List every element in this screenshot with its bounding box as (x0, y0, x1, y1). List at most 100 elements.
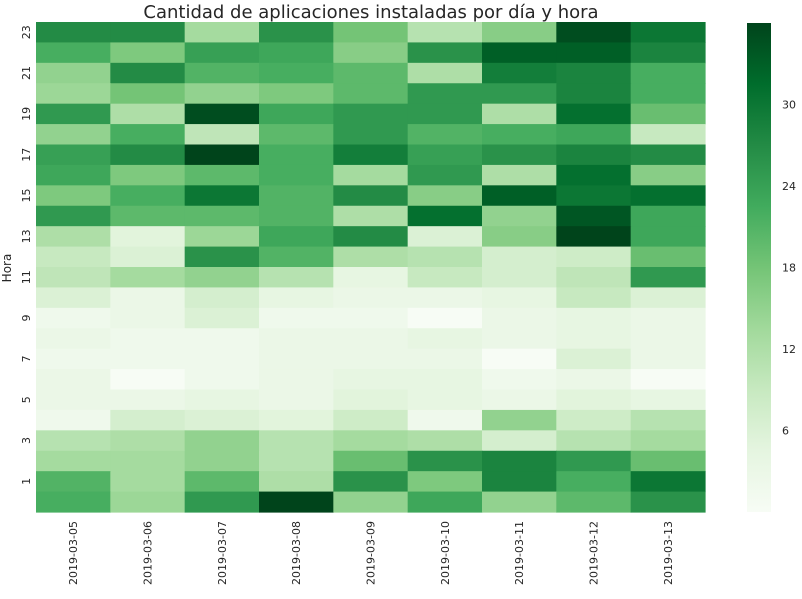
heatmap-cell (482, 164, 557, 186)
heatmap-cell (110, 185, 186, 207)
heatmap-cell (333, 348, 409, 370)
heatmap-cell (184, 144, 260, 166)
heatmap-cell (630, 124, 706, 146)
y-tick-label: 11 (20, 270, 33, 284)
heatmap-cell (630, 389, 706, 411)
heatmap-cell (407, 164, 483, 186)
heatmap-cell (482, 491, 557, 513)
heatmap-cell (333, 307, 409, 329)
heatmap-cell (556, 491, 632, 513)
heatmap-cell (482, 144, 557, 166)
heatmap-cell (630, 226, 706, 248)
heatmap-cell (630, 62, 706, 84)
heatmap-cell (36, 450, 111, 472)
chart-title: Cantidad de aplicaciones instaladas por … (143, 2, 598, 23)
heatmap-cell (556, 307, 632, 329)
x-axis-ticks: 2019-03-05 2019-03-06 2019-03-07 2019-03-08… (67, 521, 675, 585)
heatmap-cell (110, 328, 186, 350)
heatmap-cell (630, 267, 706, 289)
heatmap-cell (630, 22, 706, 44)
heatmap-cell (259, 185, 334, 207)
heatmap-cell (556, 22, 632, 44)
heatmap-cell (333, 389, 409, 411)
heatmap-cell (556, 471, 632, 493)
heatmap-cell (184, 226, 260, 248)
heatmap-cell (184, 164, 260, 186)
heatmap-cell (407, 471, 483, 493)
heatmap-cell (630, 144, 706, 166)
heatmap-cell (110, 124, 186, 146)
heatmap-cell (556, 42, 632, 64)
heatmap-cell (110, 267, 186, 289)
heatmap-cell (259, 22, 334, 44)
heatmap-cell (36, 124, 111, 146)
heatmap-cell (36, 348, 111, 370)
heatmap-cell (630, 103, 706, 125)
heatmap-cell (110, 471, 186, 493)
heatmap-cell (333, 22, 409, 44)
heatmap-cell (36, 103, 111, 125)
colorbar (747, 23, 771, 512)
heatmap-cell (482, 42, 557, 64)
heatmap-cell (556, 83, 632, 105)
heatmap-cell (630, 246, 706, 268)
heatmap-cell (482, 409, 557, 431)
heatmap-cell (36, 42, 111, 64)
heatmap-cell (482, 389, 557, 411)
heatmap-cell (184, 103, 260, 125)
heatmap-cell (184, 287, 260, 309)
heatmap-cell (110, 226, 186, 248)
heatmap-cell (36, 409, 111, 431)
heatmap-cell (407, 205, 483, 227)
heatmap-cell (110, 348, 186, 370)
heatmap-cell (36, 491, 111, 513)
heatmap-cell (407, 348, 483, 370)
heatmap-cell (259, 226, 334, 248)
heatmap-cell (36, 471, 111, 493)
heatmap-cell (482, 83, 557, 105)
heatmap-cell (556, 409, 632, 431)
heatmap-cell (333, 287, 409, 309)
y-tick-label: 7 (20, 355, 33, 362)
heatmap-cell (407, 83, 483, 105)
heatmap-cell (333, 450, 409, 472)
heatmap-cell (110, 430, 186, 452)
heatmap-cell (556, 185, 632, 207)
heatmap-cell (36, 83, 111, 105)
heatmap-cell (556, 205, 632, 227)
heatmap-cell (407, 328, 483, 350)
heatmap-cell (556, 430, 632, 452)
heatmap-cell (407, 246, 483, 268)
heatmap-cell (482, 267, 557, 289)
heatmap-cell (259, 144, 334, 166)
heatmap-cell (333, 124, 409, 146)
y-tick-label: 5 (20, 396, 33, 403)
heatmap-cell (407, 144, 483, 166)
heatmap-cell (630, 450, 706, 472)
x-tick-label: 2019-03-06 (142, 521, 155, 585)
heatmap-cell (36, 164, 111, 186)
heatmap-cell (259, 62, 334, 84)
heatmap-cell (407, 450, 483, 472)
y-tick-label: 9 (20, 315, 33, 322)
heatmap-cell (333, 409, 409, 431)
heatmap-cell (184, 22, 260, 44)
heatmap-cell (259, 409, 334, 431)
heatmap-cell (259, 83, 334, 105)
heatmap-cell (184, 389, 260, 411)
heatmap-cell (333, 267, 409, 289)
heatmap-cell (259, 471, 334, 493)
heatmap-cell (110, 83, 186, 105)
heatmap-cell (259, 246, 334, 268)
y-tick-label: 15 (20, 189, 33, 203)
heatmap-cell (333, 226, 409, 248)
heatmap-cell (482, 62, 557, 84)
heatmap-cell (259, 430, 334, 452)
x-tick-label: 2019-03-05 (67, 521, 80, 585)
x-tick-label: 2019-03-10 (439, 521, 452, 585)
heatmap-cell (184, 409, 260, 431)
y-tick-label: 17 (20, 148, 33, 162)
heatmap-cell (110, 409, 186, 431)
heatmap-cell (110, 62, 186, 84)
